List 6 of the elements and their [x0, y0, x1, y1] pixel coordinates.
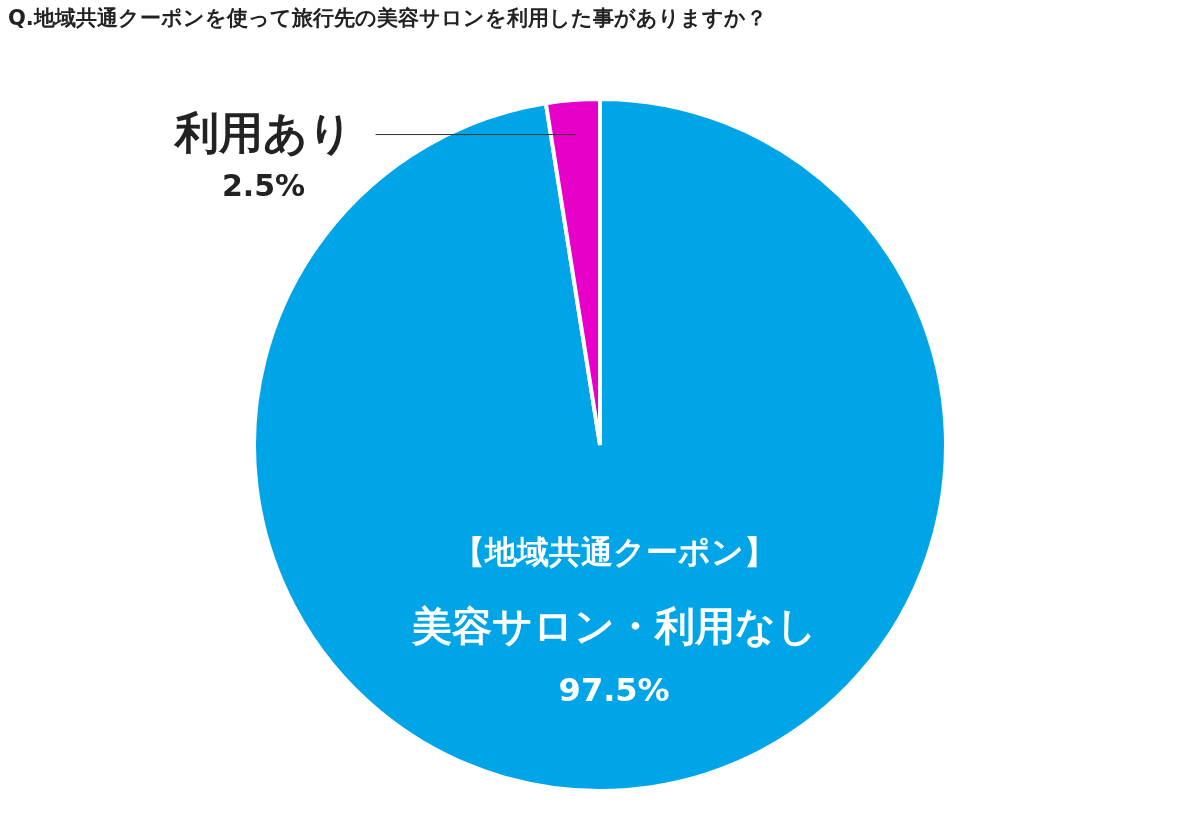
slice-label: 美容サロン・利用なし	[410, 602, 817, 649]
text: 【地域共通クーポン】	[452, 532, 776, 571]
data-label: 2.5%	[221, 168, 306, 204]
slice-label: 利用あり	[172, 107, 353, 158]
chart-title: Q.地域共通クーポンを使って旅行先の美容サロンを利用した事がありますか？	[8, 6, 767, 31]
data-label: 97.5%	[558, 670, 670, 709]
